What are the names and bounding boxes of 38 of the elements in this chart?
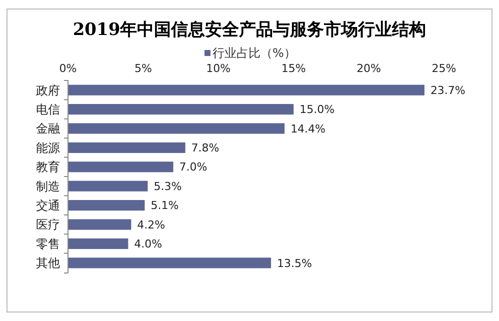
y-tick-label: 教育 — [36, 160, 60, 174]
x-tick-label: 25% — [432, 62, 456, 75]
bar — [68, 162, 174, 172]
y-tick-label: 电信 — [36, 102, 60, 116]
bar — [68, 84, 424, 96]
chart-title: 2019年中国信息安全产品与服务市场行业结构 — [72, 20, 426, 40]
bar — [68, 238, 128, 249]
legend-label: 行业占比（%） — [212, 46, 296, 60]
bar — [68, 123, 285, 134]
y-tick-label: 制造 — [36, 179, 60, 194]
x-tick-label: 15% — [281, 62, 306, 75]
text: 5.1% — [150, 199, 179, 212]
text: 7.8% — [191, 142, 220, 155]
y-tick-label: 零售 — [36, 236, 60, 251]
y-tick-label: 政府 — [36, 83, 60, 98]
y-tick-label: 其他 — [36, 256, 60, 270]
text: 14.4% — [290, 122, 326, 136]
x-tick-label: 20% — [356, 62, 382, 75]
y-tick-label: 金融 — [36, 122, 60, 136]
x-tick-label: 10% — [206, 62, 231, 75]
text: 7.0% — [179, 160, 208, 174]
x-tick-label: 0% — [59, 62, 77, 75]
y-tick-label: 交通 — [36, 198, 60, 213]
text: 23.7% — [430, 84, 466, 97]
text: 5.3% — [154, 180, 182, 193]
bar — [68, 258, 272, 268]
bar — [68, 180, 148, 192]
y-tick-label: 能源 — [36, 140, 60, 155]
y-tick-label: 医疗 — [36, 218, 60, 232]
bar — [68, 142, 186, 153]
x-tick-label: 5% — [134, 62, 152, 75]
bar — [68, 104, 294, 115]
text: 4.0% — [134, 238, 162, 251]
text: 4.2% — [137, 218, 166, 232]
text: 13.5% — [277, 256, 312, 270]
text: 15.0% — [300, 103, 335, 116]
bar — [68, 200, 145, 211]
bar — [68, 219, 132, 230]
